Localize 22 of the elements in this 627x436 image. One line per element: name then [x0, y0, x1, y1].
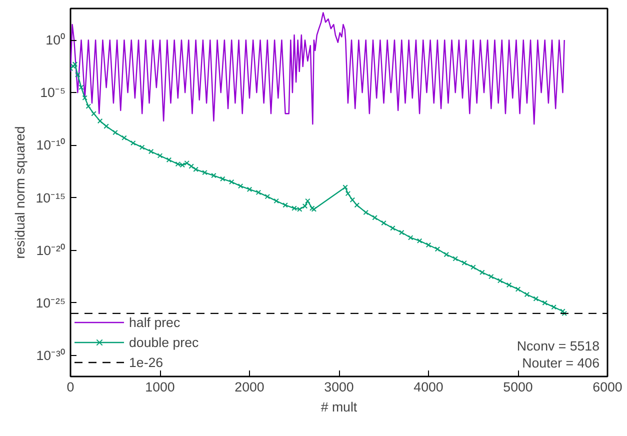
x-tick-label: 1000 — [145, 380, 175, 394]
x-tick-label: 2000 — [234, 380, 264, 394]
x-tick-label: 5000 — [503, 380, 533, 394]
annotation: Nouter = 406 — [522, 356, 600, 370]
y-tick-label: 10⁻²⁰ — [36, 242, 66, 258]
x-axis-title: # mult — [320, 400, 358, 414]
y-tick-label: 10⁻³⁰ — [36, 348, 66, 363]
x-tick-label: 6000 — [592, 380, 622, 394]
line-series — [70, 12, 565, 125]
y-tick-label: 10⁰ — [46, 32, 66, 48]
y-tick-label: 10⁻²⁵ — [36, 295, 66, 310]
y-tick-label: 10⁻¹⁰ — [36, 138, 66, 153]
x-tick-label: 4000 — [414, 380, 444, 394]
y-tick-label: 10⁻⁵ — [40, 85, 66, 100]
legend-label: 1e-26 — [129, 354, 164, 370]
x-tick-label: 0 — [66, 380, 74, 394]
y-tick-label: 10⁻¹⁵ — [36, 190, 66, 206]
legend-label: half prec — [129, 314, 180, 330]
legend-label: double prec — [129, 334, 199, 350]
y-axis-title: residual norm squared — [12, 126, 28, 259]
annotation: Nconv = 5518 — [516, 338, 600, 354]
x-tick-label: 3000 — [324, 380, 354, 394]
